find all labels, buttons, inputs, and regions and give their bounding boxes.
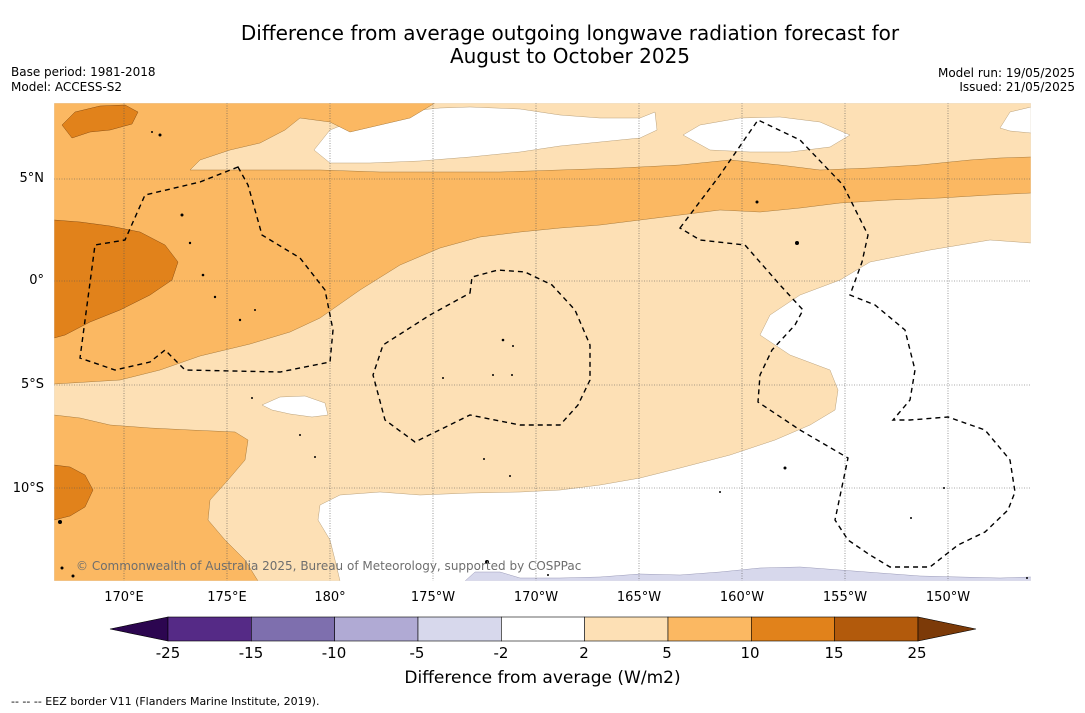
eez-central (372, 269, 591, 443)
issued-date: Issued: 21/05/2025 (959, 80, 1075, 94)
colorbar-tick: -15 (238, 644, 264, 662)
colorbar-box (584, 616, 669, 642)
colorbar-box (751, 616, 835, 642)
lon-label-175w: 175°W (410, 590, 456, 605)
colorbar-over-arrow (917, 616, 977, 642)
colorbar-box (417, 616, 502, 642)
colorbar-tick: 5 (662, 644, 672, 662)
lat-label-10s: 10°S (12, 481, 44, 496)
field-10-15-northwest (61, 104, 139, 139)
meta-right: Model run: 19/05/2025 Issued: 21/05/2025 (938, 66, 1075, 94)
field-10-15-southwest (54, 464, 94, 521)
lon-label-155w: 155°W (822, 590, 868, 605)
colorbar-tick: 2 (579, 644, 589, 662)
eez-west (79, 166, 334, 373)
colorbar-under-arrow (109, 616, 169, 642)
eez-east (678, 119, 1016, 568)
lon-label-170w: 170°W (513, 590, 559, 605)
lat-label-5n: 5°N (19, 171, 45, 186)
field-minus5-minus2 (464, 566, 1031, 581)
colorbar-box (334, 616, 419, 642)
meta-left: Base period: 1981-2018 Model: ACCESS-S2 (11, 65, 156, 95)
field-10-15-west (54, 219, 179, 339)
lon-label-165w: 165°W (616, 590, 662, 605)
model-name: Model: ACCESS-S2 (11, 80, 123, 94)
colorbar-tick: -10 (321, 644, 347, 662)
colorbar-box (167, 616, 252, 642)
colorbar-tick: 25 (907, 644, 927, 662)
colorbar-title: Difference from average (W/m2) (404, 668, 681, 688)
colorbar (109, 616, 977, 642)
model-run: Model run: 19/05/2025 (937, 66, 1075, 80)
lat-label-0: 0° (29, 273, 44, 288)
field-5-10-south (54, 414, 259, 581)
colorbar-tick: 15 (824, 644, 844, 662)
colorbar-tick: 10 (740, 644, 760, 662)
colorbar-tick: -25 (155, 644, 181, 662)
colorbar-box (251, 616, 335, 642)
neutral-patch-north-east (682, 116, 851, 153)
map-field (54, 103, 1031, 581)
base-period: Base period: 1981-2018 (11, 65, 156, 79)
eez-legend: -- -- -- EEZ border V11 (Flanders Marine… (11, 695, 320, 708)
eez-borders (79, 119, 1016, 568)
lon-label-150w: 150°W (925, 590, 971, 605)
lon-label-180: 180° (314, 590, 346, 605)
islands (58, 131, 1028, 579)
lon-label-170e: 170°E (104, 590, 144, 605)
lon-label-160w: 160°W (719, 590, 765, 605)
colorbar-tick: -2 (493, 644, 509, 662)
colorbar-box (501, 616, 585, 642)
title-line-2: August to October 2025 (449, 44, 691, 68)
map-title: Difference from average outgoing longwav… (0, 22, 1085, 68)
field-5-10-north (54, 103, 1031, 385)
colorbar-box (834, 616, 919, 642)
lon-label-175e: 175°E (207, 590, 247, 605)
neutral-patch-far-east (999, 106, 1031, 134)
title-line-1: Difference from average outgoing longwav… (240, 21, 900, 45)
graticule (54, 103, 1031, 581)
neutral-patch-south (261, 395, 329, 418)
colorbar-box (667, 616, 752, 642)
copyright-notice: © Commonwealth of Australia 2025, Bureau… (76, 559, 582, 573)
colorbar-tick: -5 (409, 644, 425, 662)
lat-label-5s: 5°S (20, 377, 44, 392)
